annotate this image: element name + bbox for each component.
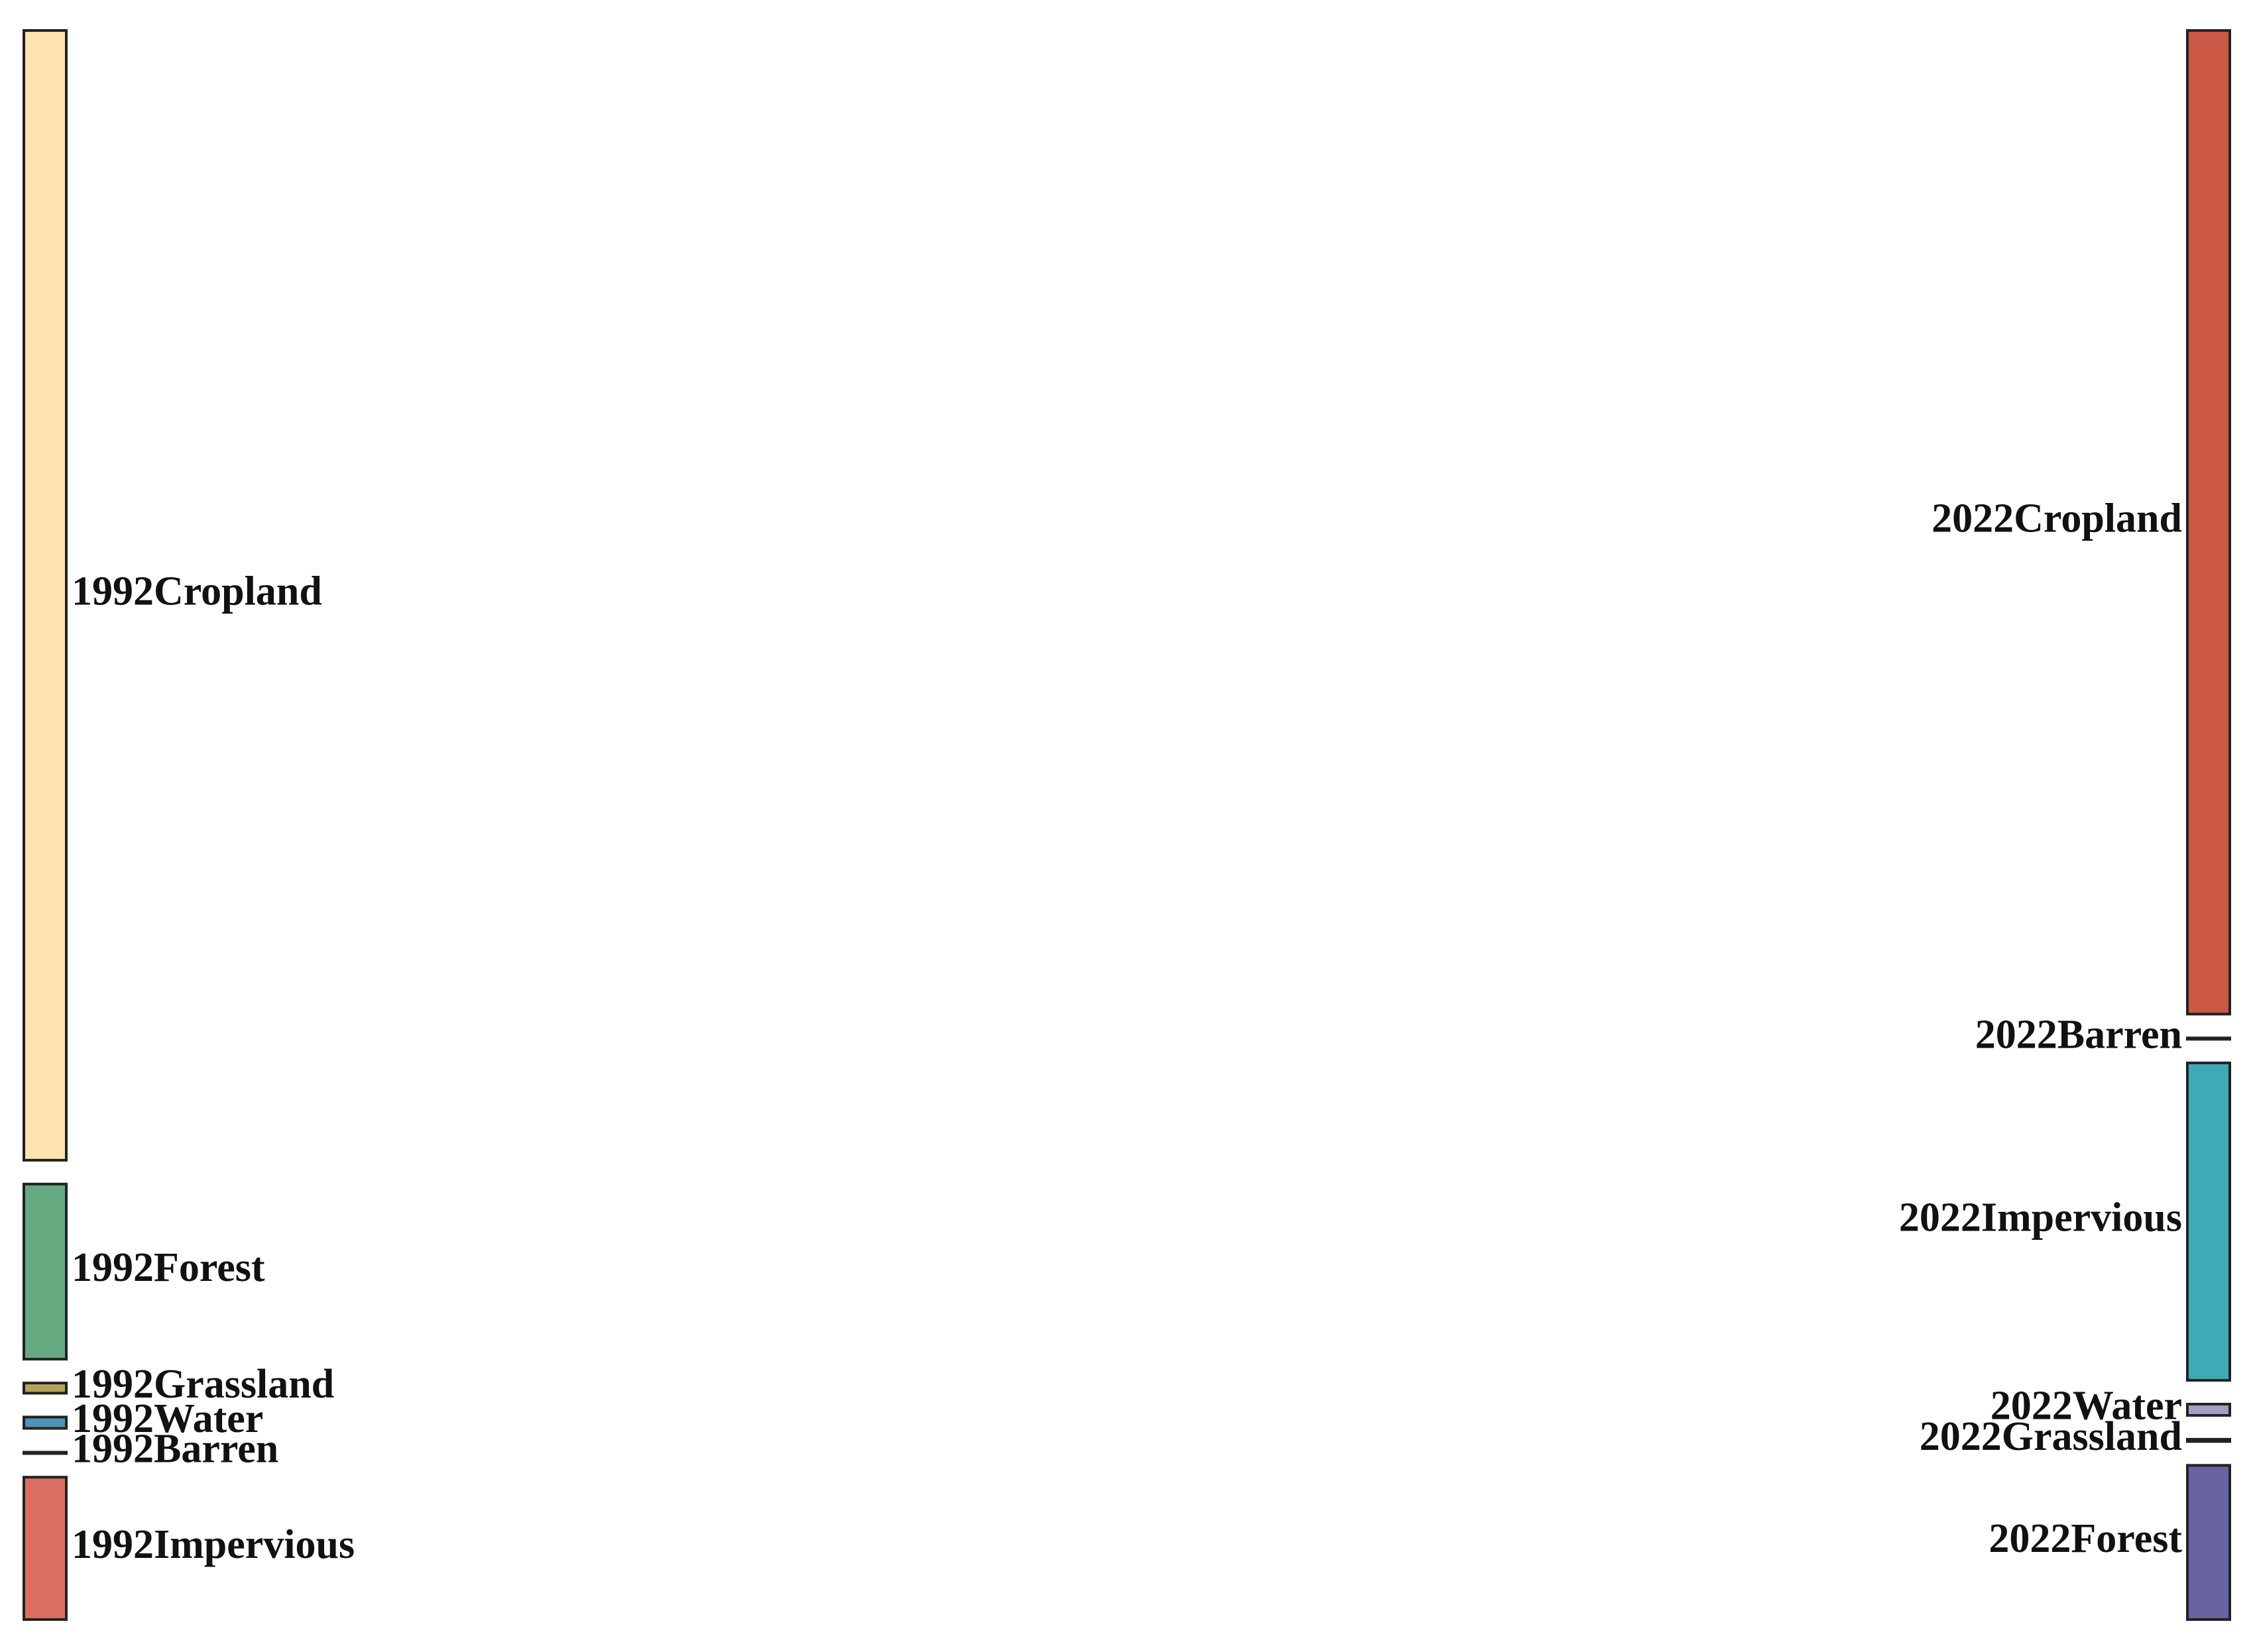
node-2022grassland [2186,1437,2231,1443]
link-1992forest-to-2022water [66,1211,2187,1405]
label-2022water: 2022Water [1991,1384,2182,1429]
link-1992grassland-to-2022cropland [66,996,2187,1392]
link-1992impervious-to-2022forest [66,1615,2187,1619]
node-1992barren [23,1451,68,1455]
label-1992water: 1992Water [72,1396,263,1441]
link-1992forest-to-2022grassland [66,1211,2187,1441]
node-1992forest [23,1182,68,1361]
link-1992grassland-to-2022impervious [66,1245,2187,1392]
node-1992water [23,1415,68,1430]
nodes-layer [23,29,2231,1622]
link-1992impervious-to-2022cropland [66,1008,2187,1483]
node-2022cropland [2186,29,2231,1016]
link-1992cropland-to-2022impervious [66,971,2187,1243]
node-1992impervious [23,1476,68,1622]
link-1992water-to-2022water [66,1405,2187,1429]
links-layer [66,30,2187,1619]
label-2022cropland: 2022Cropland [1932,496,2182,541]
link-1992barren-to-2022cropland [66,1007,2187,1453]
link-1992water-to-2022cropland [66,1005,2187,1419]
link-1992cropland-to-2022forest [66,1153,2187,1468]
link-1992grassland-to-2022forest [66,1393,2187,1616]
node-2022forest [2186,1464,2231,1622]
link-1992cropland-to-2022grassland [66,1152,2187,1440]
label-1992impervious: 1992Impervious [72,1522,355,1567]
node-2022impervious [2186,1062,2231,1382]
label-1992barren: 1992Barren [72,1427,278,1472]
label-2022forest: 2022Forest [1989,1516,2182,1561]
label-2022barren: 2022Barren [1975,1012,2182,1057]
node-2022water [2186,1402,2231,1417]
link-1992forest-to-2022cropland [66,971,2187,1209]
label-2022impervious: 2022Impervious [1899,1195,2182,1240]
label-1992forest: 1992Forest [72,1245,265,1290]
link-1992impervious-to-2022water [66,1411,2187,1616]
label-1992cropland: 1992Cropland [72,569,322,614]
labels-layer: 1992Cropland 1992Forest 1992Grassland1992W… [72,496,2182,1567]
link-1992barren-to-2022barren [66,1038,2187,1453]
link-1992cropland-to-2022cropland [66,30,2187,971]
label-1992grassland: 1992Grassland [72,1362,334,1407]
node-1992cropland [23,29,68,1162]
link-1992water-to-2022impervious [66,1246,2187,1423]
label-2022grassland: 2022Grassland [1920,1414,2182,1459]
link-1992cropland-to-2022water [66,1152,2187,1405]
link-1992forest-to-2022impervious [66,1209,2187,1245]
link-1992impervious-to-2022impervious [66,1249,2187,1614]
node-2022barren [2186,1036,2231,1041]
link-1992forest-to-2022forest [66,1212,2187,1614]
node-1992grassland [23,1382,68,1395]
